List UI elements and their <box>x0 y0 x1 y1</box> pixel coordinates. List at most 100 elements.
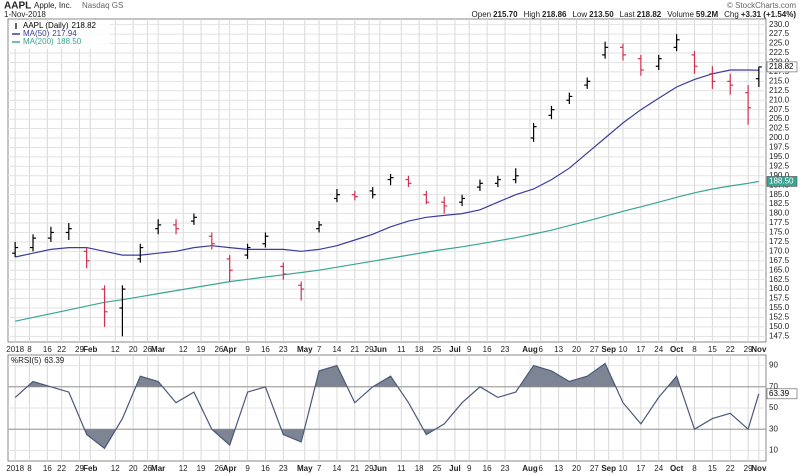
x-tick-label: 13 <box>554 345 563 354</box>
moving-average-line <box>15 180 759 322</box>
x-tick-label: Feb <box>83 464 97 473</box>
x-tick-label: 24 <box>654 464 663 473</box>
x-tick-label: 9 <box>467 464 472 473</box>
x-tick-label: 26 <box>214 464 223 473</box>
y-tick-label: 180.0 <box>769 209 790 218</box>
y-tick-label: 160.0 <box>769 284 790 293</box>
stat-label: Low <box>572 10 587 19</box>
last-price-box <box>766 61 798 73</box>
x-tick-label: 12 <box>179 464 188 473</box>
stat-label: Last <box>620 10 636 19</box>
pane <box>7 18 767 343</box>
stat-value: 218.82 <box>637 10 662 19</box>
x-tick-label: 21 <box>350 345 359 354</box>
x-tick-label: 25 <box>433 345 442 354</box>
x-tick-label: 15 <box>708 345 717 354</box>
x-tick-label: 19 <box>197 464 206 473</box>
x-tick-label: Mar <box>151 464 165 473</box>
x-tick-label: May <box>297 345 313 354</box>
x-tick-label: 16 <box>261 345 270 354</box>
y-tick-label: 200.0 <box>769 133 790 142</box>
y-tick-label: 222.5 <box>769 48 790 57</box>
x-tick-label: 12 <box>111 345 120 354</box>
x-tick-label: 20 <box>129 345 138 354</box>
x-tick-label: 9 <box>245 345 250 354</box>
x-tick-label: 14 <box>332 464 341 473</box>
x-tick-label: 2018 <box>6 345 24 354</box>
x-tick-label: 24 <box>654 345 663 354</box>
last-price-label: 218.82 <box>769 62 794 71</box>
x-tick-label: Nov <box>751 345 767 354</box>
y-tick-label: 215.0 <box>769 76 790 85</box>
y-tick-label: 225.0 <box>769 39 790 48</box>
x-tick-label: Feb <box>83 345 97 354</box>
stat-label: High <box>524 10 540 19</box>
x-tick-label: 10 <box>619 464 628 473</box>
company-name: Apple, Inc. <box>34 1 72 10</box>
date: 1-Nov-2018 <box>4 10 46 19</box>
indicator-name: %RSI(5) <box>11 356 42 365</box>
y-tick-label: 202.5 <box>769 124 790 133</box>
x-tick-label: 29 <box>365 464 374 473</box>
x-tick-label: 16 <box>483 464 492 473</box>
legend-value: 217.94 <box>52 29 77 38</box>
x-tick-label: 8 <box>692 345 697 354</box>
indicator-value: 63.39 <box>44 356 65 365</box>
y-tick-label: 155.0 <box>769 303 790 312</box>
x-tick-label: May <box>297 464 313 473</box>
x-tick-label: 25 <box>433 464 442 473</box>
y-tick-label: 162.5 <box>769 275 790 284</box>
source: © StockCharts.com <box>727 1 796 10</box>
x-tick-label: 21 <box>350 464 359 473</box>
stat-label: Volume <box>667 10 694 19</box>
x-tick-label: 9 <box>245 464 250 473</box>
legend-value: 218.82 <box>72 21 97 30</box>
x-tick-label: 29 <box>744 464 753 473</box>
x-tick-label: 17 <box>636 464 645 473</box>
x-tick-label: Nov <box>751 464 767 473</box>
x-tick-label: 29 <box>365 345 374 354</box>
y-tick-label: 230.0 <box>769 20 790 29</box>
x-tick-label: 22 <box>57 345 66 354</box>
x-tick-label: 17 <box>636 345 645 354</box>
x-tick-label: 11 <box>397 464 406 473</box>
x-tick-label: 29 <box>744 345 753 354</box>
ma-last-label: 188.50 <box>769 177 794 186</box>
x-tick-label: 6 <box>539 345 544 354</box>
x-tick-label: 18 <box>415 464 424 473</box>
x-tick-label: 16 <box>43 345 52 354</box>
y-tick-label: 90 <box>769 361 778 370</box>
x-tick-label: 29 <box>75 464 84 473</box>
x-tick-label: 23 <box>279 345 288 354</box>
y-tick-label: 70 <box>769 382 778 391</box>
y-tick-label: 227.5 <box>769 29 790 38</box>
ma-last-box <box>766 176 798 187</box>
x-tick-label: Jun <box>373 345 387 354</box>
y-tick-label: 50 <box>769 403 778 412</box>
y-tick-label: 185.0 <box>769 190 790 199</box>
x-tick-label: Jun <box>373 464 387 473</box>
x-tick-label: 12 <box>111 464 120 473</box>
x-tick-label: 8 <box>27 345 32 354</box>
y-tick-label: 177.5 <box>769 218 790 227</box>
x-tick-label: Jul <box>449 464 461 473</box>
x-tick-label: 20 <box>572 464 581 473</box>
rsi-last-label: 63.39 <box>769 389 790 398</box>
legend-name: MA(200) <box>23 37 54 46</box>
x-tick-label: 16 <box>261 464 270 473</box>
x-tick-label: 19 <box>197 345 206 354</box>
x-tick-label: 6 <box>539 464 544 473</box>
x-tick-label: 8 <box>692 464 697 473</box>
stat-label: Open <box>472 10 492 19</box>
x-tick-label: 29 <box>75 345 84 354</box>
legend-bg <box>10 21 110 49</box>
stat-value: 213.50 <box>589 10 614 19</box>
x-tick-label: 7 <box>317 345 322 354</box>
y-tick-label: 152.5 <box>769 313 790 322</box>
x-tick-label: 26 <box>143 345 152 354</box>
y-tick-label: 182.5 <box>769 199 790 208</box>
x-tick-label: 16 <box>483 345 492 354</box>
x-tick-label: 26 <box>214 345 223 354</box>
indicator-legend: %RSI(5) 63.39 <box>11 356 65 365</box>
